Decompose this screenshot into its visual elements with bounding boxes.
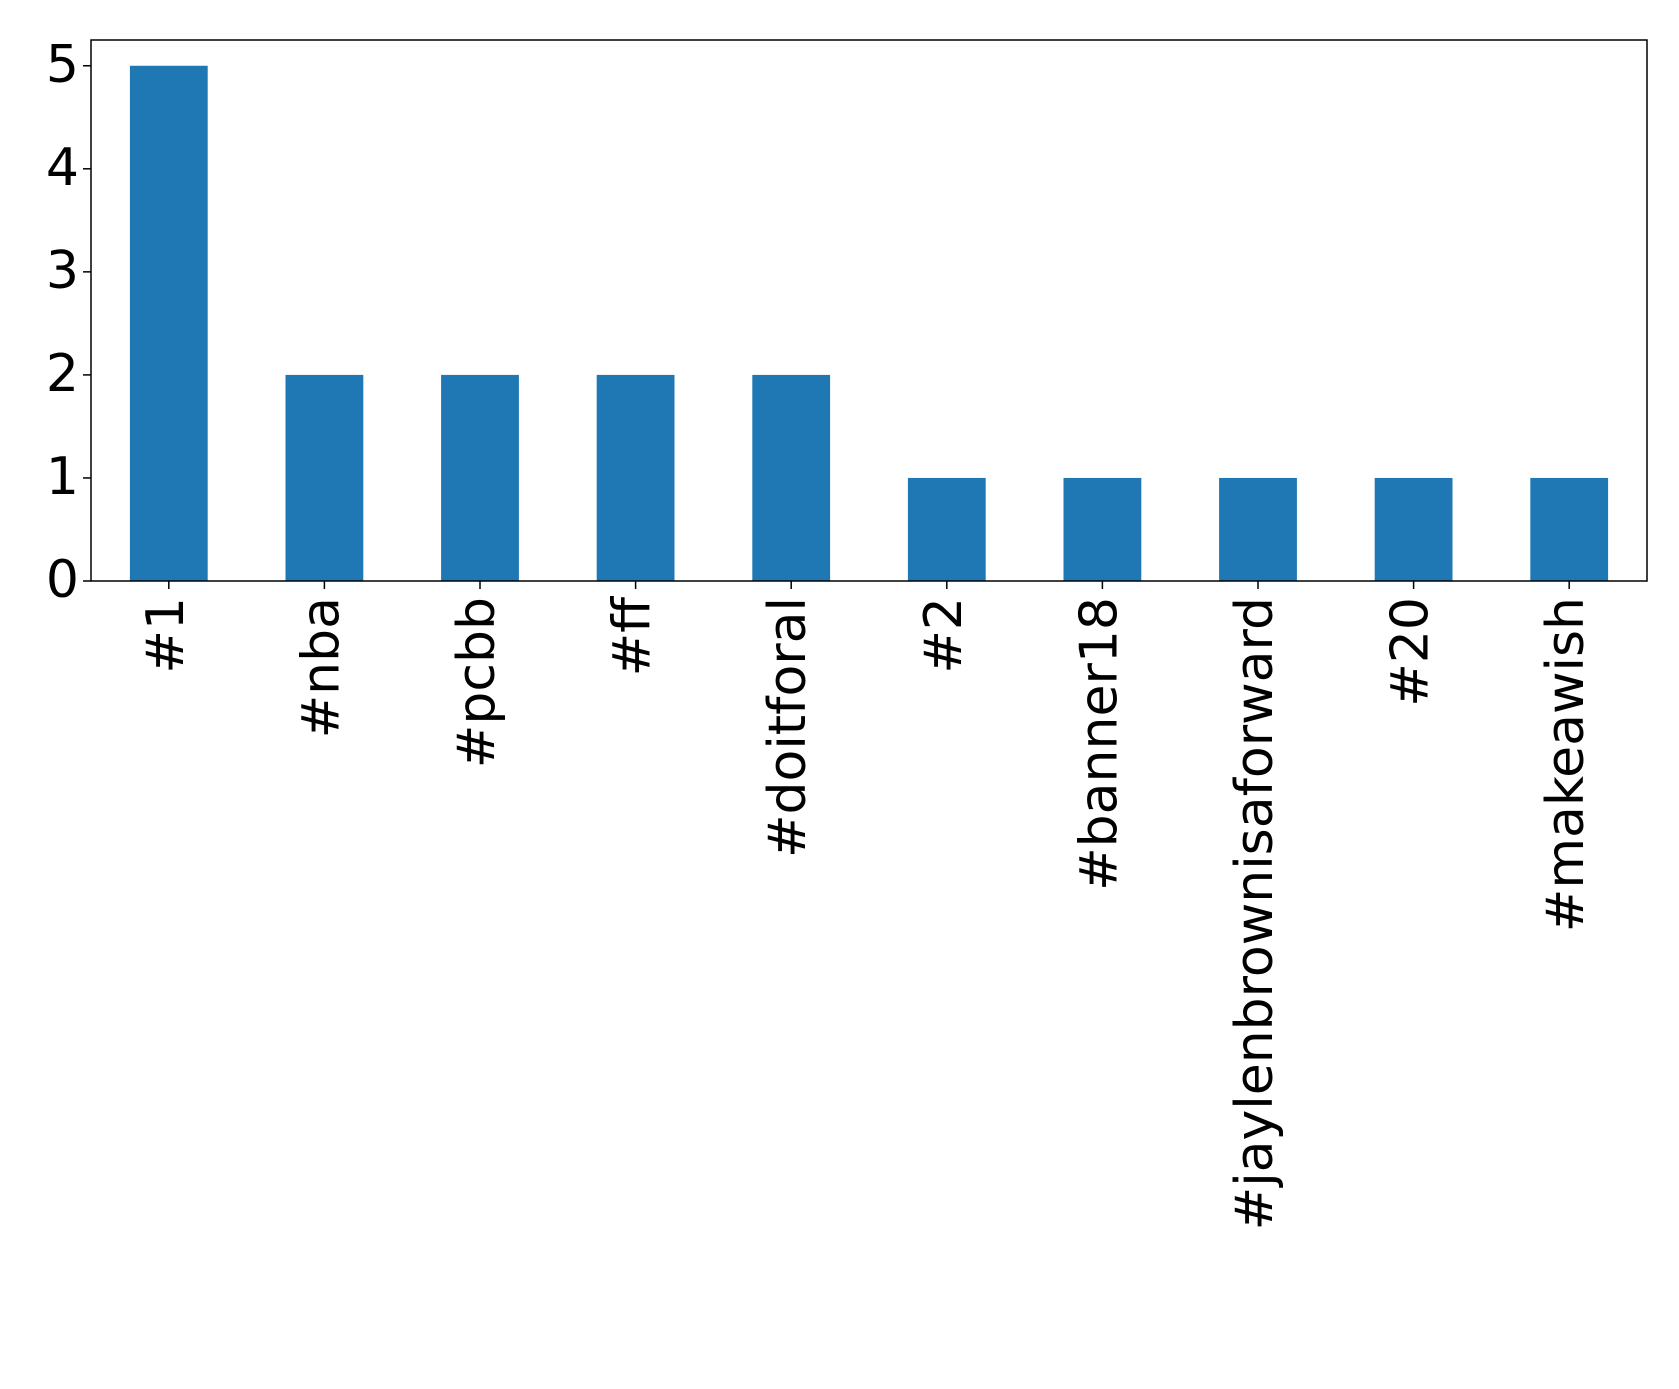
bar <box>1219 477 1297 581</box>
bar <box>285 374 364 581</box>
bar <box>129 65 208 581</box>
x-tick-label: #nba <box>291 597 351 738</box>
bar <box>441 374 519 581</box>
x-tick-label: #makeawish <box>1536 597 1596 932</box>
x-tick-label: #2 <box>914 597 974 674</box>
y-tick-label: 0 <box>46 550 79 610</box>
y-tick-label: 1 <box>46 447 79 507</box>
plot-frame <box>90 39 1648 582</box>
bar <box>596 374 675 581</box>
x-tick-label: #banner18 <box>1069 597 1129 891</box>
bar <box>907 477 986 581</box>
x-tick-label: #20 <box>1381 597 1441 707</box>
bar <box>1063 477 1142 581</box>
x-tick-label: #doitforal <box>758 597 818 858</box>
y-tick-label: 3 <box>46 241 79 301</box>
x-tick-label: #pcbb <box>447 597 507 768</box>
bar <box>1374 477 1453 581</box>
x-tick-label: #ff <box>603 596 663 677</box>
x-tick-label: #jaylenbrownisaforward <box>1225 597 1285 1230</box>
y-tick-label: 4 <box>46 138 79 198</box>
y-tick-label: 2 <box>46 344 79 404</box>
y-tick-label: 5 <box>46 35 79 95</box>
x-tick-label: #1 <box>136 597 196 674</box>
bar <box>752 374 831 581</box>
bar <box>1530 477 1609 581</box>
